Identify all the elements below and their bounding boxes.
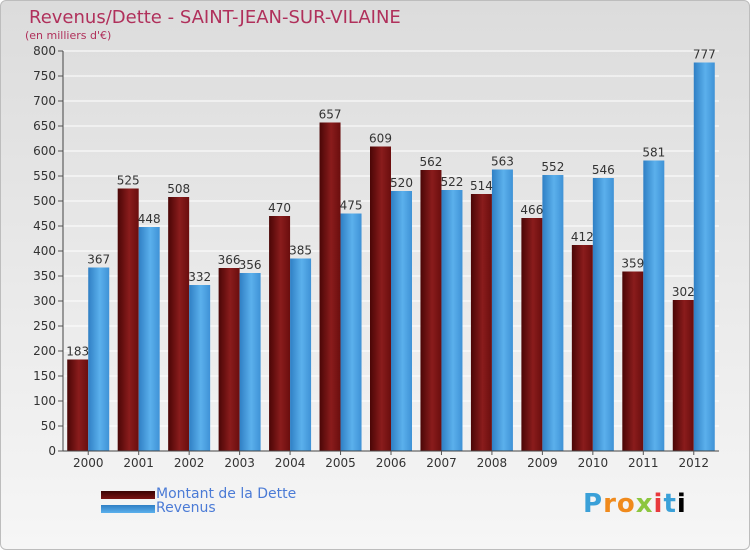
bar-value-label: 508: [167, 182, 190, 196]
bar-revenus: [138, 227, 160, 451]
bar-dette: [622, 271, 644, 451]
bar-revenus: [239, 273, 261, 451]
y-tick-label: 50: [41, 419, 56, 433]
chart-title: Revenus/Dette - SAINT-JEAN-SUR-VILAINE: [29, 7, 401, 28]
bar-dette: [470, 194, 492, 451]
y-tick-label: 500: [33, 194, 56, 208]
bar-value-label: 657: [319, 108, 342, 122]
x-tick-label: 2003: [224, 456, 255, 470]
bar-value-label: 562: [420, 155, 443, 169]
x-tick-label: 2001: [123, 456, 154, 470]
x-tick-label: 2008: [477, 456, 508, 470]
y-tick-label: 700: [33, 94, 56, 108]
x-tick-label: 2004: [275, 456, 306, 470]
bar-revenus: [189, 285, 211, 451]
x-tick-label: 2009: [527, 456, 558, 470]
bar-value-label: 412: [571, 230, 594, 244]
bar-revenus: [592, 178, 614, 451]
bar-value-label: 777: [693, 48, 716, 62]
bar-dette: [269, 216, 291, 451]
legend-swatch-revenus: [101, 505, 155, 513]
bar-value-label: 475: [340, 199, 363, 213]
y-tick-label: 450: [33, 219, 56, 233]
bar-revenus: [693, 62, 715, 451]
bar-dette: [117, 188, 139, 451]
bar-dette: [420, 170, 442, 451]
bar-dette: [672, 300, 694, 451]
y-tick-label: 350: [33, 269, 56, 283]
bar-value-label: 466: [520, 203, 543, 217]
logo-letter: i: [676, 489, 687, 519]
x-tick-label: 2007: [426, 456, 457, 470]
y-tick-label: 600: [33, 144, 56, 158]
bar-value-label: 522: [441, 175, 464, 189]
bar-value-label: 546: [592, 163, 615, 177]
logo-letter: i: [653, 489, 664, 519]
y-tick-label: 750: [33, 69, 56, 83]
bar-value-label: 448: [138, 212, 161, 226]
y-tick-label: 250: [33, 319, 56, 333]
bar-value-label: 552: [541, 160, 564, 174]
y-tick-label: 800: [33, 44, 56, 58]
y-tick-label: 650: [33, 119, 56, 133]
logo-letter: t: [663, 489, 677, 519]
bar-revenus: [88, 267, 110, 451]
bar-dette: [218, 268, 240, 451]
legend-swatch-dette: [101, 491, 155, 499]
bar-value-label: 302: [672, 285, 695, 299]
bar-value-label: 359: [621, 257, 644, 271]
y-tick-label: 300: [33, 294, 56, 308]
bar-value-label: 367: [87, 253, 110, 267]
bar-dette: [571, 245, 593, 451]
bar-dette: [521, 218, 543, 451]
bar-value-label: 525: [117, 174, 140, 188]
logo-letter: x: [635, 489, 654, 519]
bar-dette: [67, 359, 89, 451]
y-tick-label: 150: [33, 369, 56, 383]
bar-value-label: 520: [390, 176, 413, 190]
bar-dette: [319, 122, 341, 451]
logo-letter: o: [616, 489, 636, 519]
logo-letter: P: [583, 489, 604, 519]
bar-dette: [370, 146, 391, 451]
x-tick-label: 2012: [678, 456, 709, 470]
bar-value-label: 366: [218, 253, 241, 267]
bar-revenus: [542, 175, 564, 451]
x-tick-label: 2000: [73, 456, 104, 470]
y-tick-label: 200: [33, 344, 56, 358]
bar-revenus: [340, 213, 362, 451]
bar-value-label: 470: [268, 201, 291, 215]
bar-value-label: 581: [642, 146, 665, 160]
bar-value-label: 609: [369, 132, 392, 146]
x-tick-label: 2011: [628, 456, 659, 470]
y-tick-label: 550: [33, 169, 56, 183]
legend-label-dette: Montant de la Dette: [156, 486, 297, 502]
y-tick-label: 400: [33, 244, 56, 258]
bar-value-label: 183: [66, 345, 89, 359]
y-tick-label: 0: [48, 444, 56, 458]
logo-letter: r: [603, 489, 617, 519]
bar-revenus: [290, 258, 312, 451]
bar-revenus: [441, 190, 463, 451]
chart-subtitle: (en milliers d'€): [25, 29, 112, 42]
x-tick-label: 2005: [325, 456, 356, 470]
bar-dette: [168, 197, 190, 451]
bar-value-label: 332: [188, 270, 211, 284]
bar-value-label: 385: [289, 244, 312, 258]
x-tick-label: 2010: [578, 456, 609, 470]
bar-revenus: [391, 191, 412, 451]
y-tick-label: 100: [33, 394, 56, 408]
bar-revenus: [491, 169, 513, 451]
bar-value-label: 563: [491, 155, 514, 169]
x-tick-label: 2002: [174, 456, 205, 470]
x-tick-label: 2006: [376, 456, 407, 470]
bar-value-label: 514: [470, 179, 493, 193]
bar-revenus: [643, 160, 665, 451]
bar-value-label: 356: [239, 258, 262, 272]
legend-label-revenus: Revenus: [156, 500, 216, 516]
proxiti-logo: Proxiti: [583, 489, 687, 519]
